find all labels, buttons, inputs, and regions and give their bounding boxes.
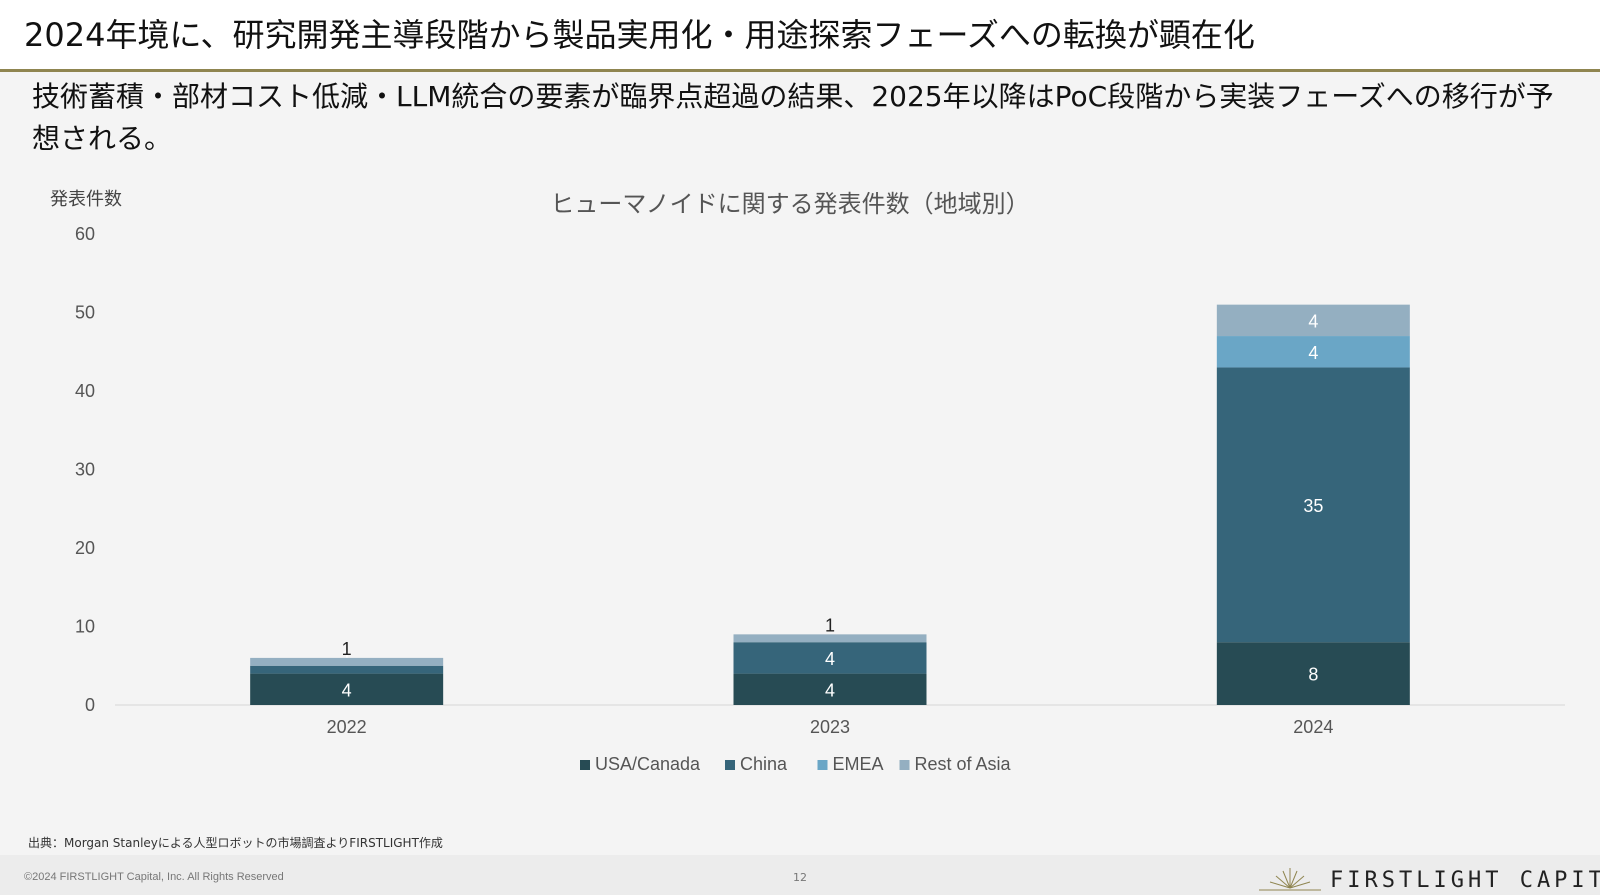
chart: ヒューマノイドに関する発表件数（地域別）発表件数0102030405060411…	[50, 189, 1565, 774]
y-tick-label: 60	[75, 224, 95, 244]
sunrise-logo-icon	[1259, 868, 1321, 891]
x-tick-label: 2024	[1293, 717, 1333, 737]
legend-label: EMEA	[833, 754, 884, 774]
legend-swatch	[817, 760, 828, 770]
legend-label: USA/Canada	[595, 754, 701, 774]
y-tick-label: 10	[75, 617, 95, 637]
bar-segment	[250, 673, 444, 705]
data-label: 4	[825, 680, 835, 700]
y-tick-label: 30	[75, 460, 95, 480]
y-tick-label: 20	[75, 538, 95, 558]
page-number: 12	[793, 871, 807, 884]
legend-swatch	[899, 760, 910, 770]
lead-text: 技術蓄積・部材コスト低減・LLM統合の要素が臨界点超過の結果、2025年以降はP…	[32, 80, 1554, 155]
data-label: 4	[825, 649, 835, 669]
data-label: 1	[825, 615, 835, 635]
data-label: 4	[342, 680, 352, 700]
bar-segment	[250, 665, 444, 674]
data-label: 1	[342, 647, 352, 667]
legend-swatch	[725, 760, 735, 770]
source-note: 出典：Morgan Stanleyによる人型ロボットの市場調査よりFIRSTLI…	[28, 836, 443, 850]
bar-segment	[1216, 367, 1410, 643]
bar-segment	[1216, 642, 1410, 705]
copyright: ©2024 FIRSTLIGHT Capital, Inc. All Right…	[24, 871, 284, 883]
data-label: 4	[1308, 343, 1318, 363]
legend-label: Rest of Asia	[915, 754, 1012, 774]
data-label: 35	[1303, 496, 1323, 516]
data-label: 4	[1308, 311, 1318, 331]
bar-segment	[733, 634, 927, 643]
bar-segment	[1216, 304, 1410, 337]
x-tick-label: 2022	[327, 717, 367, 737]
bar-segment	[733, 642, 927, 674]
bar-segment	[250, 657, 444, 666]
data-label: 8	[1308, 665, 1318, 685]
bar-segment	[733, 673, 927, 705]
data-label: 1	[342, 639, 352, 659]
chart-title: ヒューマノイドに関する発表件数（地域別）	[550, 190, 1029, 218]
x-tick-label: 2023	[810, 717, 850, 737]
y-tick-label: 40	[75, 381, 95, 401]
legend-swatch	[580, 760, 590, 770]
y-tick-label: 0	[85, 695, 95, 715]
footer-bar	[0, 855, 1600, 895]
y-tick-label: 50	[75, 303, 95, 323]
bar-segment	[1216, 336, 1410, 368]
legend-label: China	[740, 754, 788, 774]
y-axis-label: 発表件数	[50, 189, 122, 210]
title-band: 2024年境に、研究開発主導段階から製品実用化・用途探索フェーズへの転換が顕在化	[0, 0, 1600, 72]
logo-wordmark: FIRSTLIGHT CAPITAL	[1330, 868, 1600, 893]
slide-title: 2024年境に、研究開発主導段階から製品実用化・用途探索フェーズへの転換が顕在化	[24, 16, 1255, 54]
